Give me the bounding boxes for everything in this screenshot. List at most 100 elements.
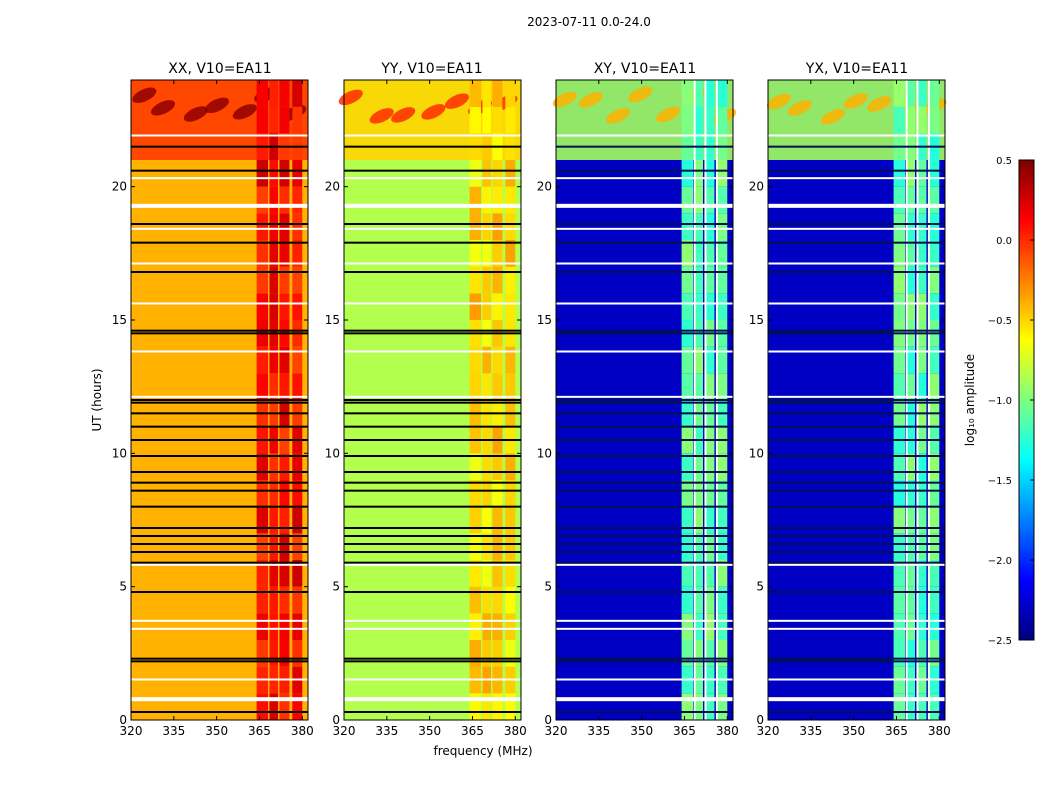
- heatmap-rfi-cell: [704, 80, 715, 107]
- heatmap-dropout-line: [344, 471, 521, 473]
- heatmap-rfi-cell: [256, 506, 269, 534]
- y-tick-label: 20: [112, 180, 127, 194]
- heatmap-rfi-cell: [505, 586, 516, 614]
- heatmap-dropout-line: [768, 329, 945, 332]
- x-tick-label: 320: [333, 724, 356, 738]
- heatmap-flagged-line: [556, 134, 733, 137]
- colorbar-tick-label: 0.5: [996, 156, 1012, 167]
- y-tick-label: 10: [749, 446, 764, 460]
- heatmap-rfi-cell: [256, 533, 269, 560]
- y-tick-label: 10: [325, 446, 340, 460]
- heatmap-dropout-line: [344, 657, 521, 660]
- heatmap-rfi-cell: [916, 480, 927, 507]
- heatmap-rfi-cell: [256, 480, 269, 507]
- heatmap-rfi-cell: [492, 453, 503, 480]
- x-tick-label: 380: [504, 724, 527, 738]
- y-tick-label: 20: [325, 180, 340, 194]
- heatmap-rfi-cell: [482, 640, 492, 667]
- heatmap-rfi-cell: [681, 533, 694, 560]
- heatmap-dropout-line: [344, 425, 521, 428]
- heatmap-rfi-cell: [256, 266, 269, 294]
- axes-frame: [555, 79, 734, 721]
- heatmap-rfi-cell: [704, 240, 715, 267]
- heatmap-rfi-cell: [929, 640, 940, 667]
- heatmap-rfi-cell: [469, 613, 482, 640]
- heatmap-rfi-cell: [256, 186, 269, 214]
- heatmap-rfi-cell: [292, 693, 303, 720]
- heatmap-rfi-cell: [681, 266, 694, 294]
- heatmap-dropout-line: [768, 535, 945, 537]
- heatmap-dropout-line: [556, 527, 733, 529]
- heatmap-dropout-line: [131, 169, 308, 172]
- heatmap-rfi-cell: [279, 586, 290, 614]
- heatmap-dropout-line: [131, 271, 308, 273]
- heatmap-rfi-cell: [916, 560, 927, 587]
- x-tick-label: 380: [716, 724, 739, 738]
- axes-frame: [130, 79, 309, 721]
- heatmap-dropout-line: [344, 591, 521, 593]
- heatmap-scintillation-blob: [552, 91, 577, 108]
- heatmap-rfi-cell: [906, 293, 916, 320]
- heatmap-rfi-cell: [704, 480, 715, 507]
- heatmap-rfi-cell: [492, 480, 503, 507]
- heatmap-rfi-cell: [929, 80, 940, 107]
- heatmap-dropout-line: [131, 481, 308, 484]
- heatmap-rfi-cell: [916, 613, 927, 640]
- heatmap-rfi-cell: [681, 453, 694, 480]
- heatmap-dropout-line: [556, 551, 733, 553]
- colorbar: log₁₀ amplitude 0.5 0.0 −0.5 −1.0 −1.5 −2.0 −2…: [963, 156, 1035, 647]
- x-tick-label: 320: [545, 724, 568, 738]
- heatmap-rfi-cell: [694, 613, 704, 640]
- heatmap-dropout-line: [768, 561, 945, 564]
- heatmap-dropout-line: [556, 561, 733, 564]
- heatmap-dropout-line: [768, 455, 945, 457]
- heatmap-rfi-cell: [482, 373, 492, 400]
- colorbar-label: log₁₀ amplitude: [963, 354, 977, 446]
- heatmap-rfi-cell: [492, 213, 503, 240]
- heatmap-dropout-line: [131, 223, 308, 225]
- heatmap-rfi-cell: [279, 640, 290, 667]
- heatmap-rfi-cell: [906, 693, 916, 720]
- heatmap-flagged-line: [344, 697, 521, 702]
- heatmap-dropout-line: [768, 425, 945, 428]
- heatmap-dropout-line: [131, 332, 308, 335]
- heatmap-rfi-cell: [292, 106, 303, 134]
- heatmap-scintillation-blob: [132, 87, 157, 103]
- heatmap-rfi-cell: [492, 506, 503, 534]
- heatmap-rfi-cell: [916, 453, 927, 480]
- heatmap-flagged-line: [131, 350, 308, 353]
- y-tick-label: 20: [749, 180, 764, 194]
- heatmap-rfi-cell: [292, 213, 303, 240]
- heatmap-dropout-line: [768, 543, 945, 545]
- heatmap-rfi-cell: [505, 266, 516, 294]
- heatmap-dropout-line: [768, 271, 945, 273]
- heatmap-rfi-cell: [717, 533, 728, 560]
- heatmap-rfi-cell: [269, 186, 279, 214]
- y-tick-label: 0: [119, 713, 127, 727]
- heatmap-dropout-line: [344, 241, 521, 244]
- heatmap-rfi-cell: [279, 560, 290, 587]
- heatmap-rfi-cell: [492, 693, 503, 720]
- heatmap-flagged-line: [768, 350, 945, 353]
- heatmap-rfi-cell: [893, 106, 906, 134]
- heatmap-rfi-cell: [492, 186, 503, 214]
- heatmap-rfi-cell: [505, 453, 516, 480]
- heatmap-flagged-line: [768, 227, 945, 230]
- heatmap-rfi-cell: [292, 186, 303, 214]
- heatmap-rfi-cell: [681, 506, 694, 534]
- heatmap-dropout-line: [344, 551, 521, 553]
- heatmap-dropout-line: [556, 401, 733, 404]
- heatmap-rfi-cell: [482, 240, 492, 267]
- heatmap-rfi-cell: [279, 373, 290, 400]
- colorbar-tick-label: −1.0: [988, 396, 1012, 407]
- panel-title: XY, V10=EA11: [594, 61, 696, 77]
- heatmap-dropout-line: [344, 401, 521, 404]
- heatmap-rfi-cell: [929, 186, 940, 214]
- heatmap-rfi-cell: [482, 186, 492, 214]
- heatmap-flagged-line: [768, 395, 945, 398]
- heatmap-rfi-cell: [694, 346, 704, 374]
- heatmap-dropout-line: [768, 241, 945, 244]
- heatmap-rfi-cell: [469, 266, 482, 294]
- heatmap-flagged-line: [131, 203, 308, 208]
- heatmap-rfi-cell: [292, 613, 303, 640]
